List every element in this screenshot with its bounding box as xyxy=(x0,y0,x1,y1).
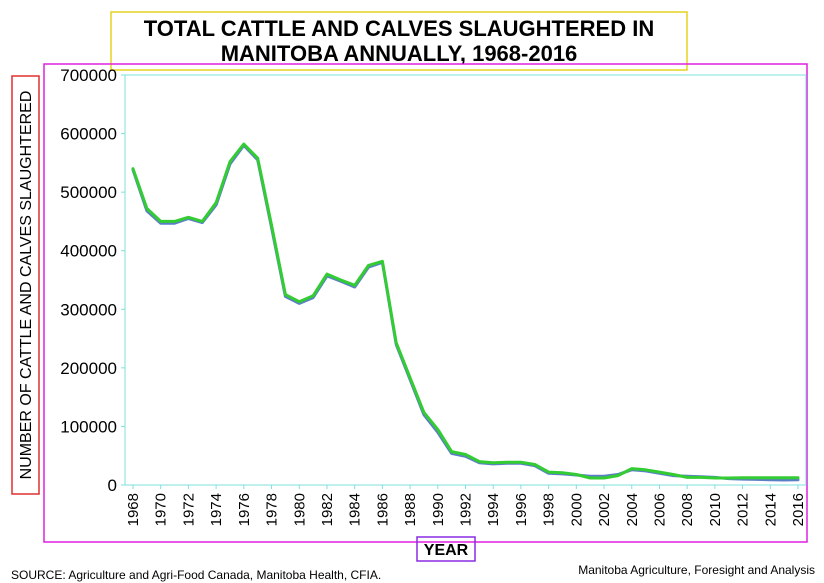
y-tick-label: 400000 xyxy=(60,242,117,261)
x-tick-label: 2016 xyxy=(790,493,807,526)
x-tick-label: 1994 xyxy=(485,493,502,526)
x-tick-label: 1996 xyxy=(513,493,530,526)
y-tick-label: 200000 xyxy=(60,359,117,378)
y-tick-label: 500000 xyxy=(60,183,117,202)
y-tick-label: 0 xyxy=(108,476,117,495)
x-tick-label: 2010 xyxy=(707,493,724,526)
x-tick-label: 1986 xyxy=(374,493,391,526)
y-axis-label: NUMBER OF CATTLE AND CALVES SLAUGHTERED xyxy=(18,91,35,480)
x-tick-label: 2002 xyxy=(596,493,613,526)
title-box xyxy=(110,11,688,71)
x-tick-label: 2008 xyxy=(679,493,696,526)
x-tick-label: 2014 xyxy=(762,493,779,526)
y-axis-ticks: 0 100000 200000 300000 400000 500000 600000 700… xyxy=(60,66,125,495)
x-tick-label: 1984 xyxy=(347,493,364,526)
x-axis-label-box xyxy=(416,536,476,562)
x-axis-ticks: 1968 1970 1972 1974 1976 1978 1980 1982 1984 1986… xyxy=(125,485,807,526)
chart-title-line-2: MANITOBA ANNUALLY, 1968-2016 xyxy=(221,41,578,66)
x-tick-label: 1980 xyxy=(291,493,308,526)
credit-note: Manitoba Agriculture, Foresight and Anal… xyxy=(578,563,815,577)
x-tick-label: 1982 xyxy=(319,493,336,526)
x-tick-label: 1972 xyxy=(180,493,197,526)
series-layer xyxy=(131,142,800,482)
x-tick-label: 1992 xyxy=(458,493,475,526)
y-axis-label-box xyxy=(11,75,40,495)
series-line-2 xyxy=(131,142,800,480)
x-tick-label: 1970 xyxy=(153,493,170,526)
x-tick-label: 1968 xyxy=(125,493,142,526)
x-tick-label: 2000 xyxy=(568,493,585,526)
x-tick-label: 2006 xyxy=(651,493,668,526)
plot-area xyxy=(124,74,807,486)
x-tick-label: 1978 xyxy=(264,493,281,526)
y-tick-label: 700000 xyxy=(60,66,117,85)
x-tick-label: 2004 xyxy=(624,493,641,526)
x-tick-label: 1998 xyxy=(541,493,558,526)
x-tick-label: 1974 xyxy=(208,493,225,526)
x-tick-label: 1990 xyxy=(430,493,447,526)
y-tick-label: 600000 xyxy=(60,125,117,144)
x-tick-label: 1976 xyxy=(236,493,253,526)
source-note: SOURCE: Agriculture and Agri-Food Canada… xyxy=(11,568,381,582)
chart-area-frame xyxy=(43,63,808,543)
chart-title-line-1: TOTAL CATTLE AND CALVES SLAUGHTERED IN xyxy=(144,16,654,41)
x-tick-label: 2012 xyxy=(735,493,752,526)
x-tick-label: 1988 xyxy=(402,493,419,526)
y-tick-label: 300000 xyxy=(60,300,117,319)
y-tick-label: 100000 xyxy=(60,417,117,436)
x-axis-label: YEAR xyxy=(424,542,469,559)
